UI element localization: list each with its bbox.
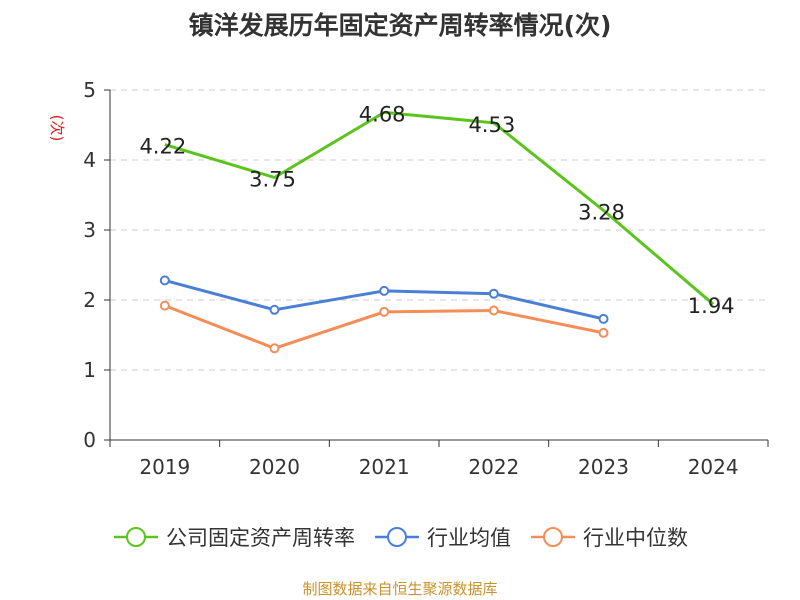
legend-label: 公司固定资产周转率 — [166, 526, 355, 550]
y-axis-label: (次) — [48, 115, 66, 142]
data-point-2 — [159, 300, 170, 311]
x-tick-label: 2021 — [359, 455, 410, 479]
x-tick-label: 2023 — [578, 455, 629, 479]
legend-label: 行业均值 — [427, 526, 511, 550]
source-note: 制图数据来自恒生聚源数据库 — [302, 580, 498, 598]
series-line-0 — [164, 110, 715, 306]
data-point-1 — [159, 275, 170, 286]
legend-label: 行业中位数 — [583, 526, 688, 550]
y-tick-label: 2 — [83, 288, 96, 312]
data-label: 3.28 — [578, 200, 625, 224]
data-point-2 — [379, 306, 390, 317]
data-label: 4.22 — [139, 135, 186, 159]
y-tick-label: 5 — [83, 78, 96, 102]
y-tick-label: 1 — [83, 358, 96, 382]
data-point-2 — [488, 305, 499, 316]
y-tick-label: 0 — [83, 428, 96, 452]
legend-marker-2 — [543, 527, 563, 547]
data-point-2 — [269, 343, 280, 354]
data-point-1 — [598, 313, 609, 324]
x-tick-label: 2019 — [139, 455, 190, 479]
chart-title: 镇洋发展历年固定资产周转率情况(次) — [188, 11, 612, 40]
data-point-2 — [598, 327, 609, 338]
y-tick-label: 3 — [83, 218, 96, 242]
data-label: 4.53 — [468, 113, 515, 137]
y-tick-label: 4 — [83, 148, 96, 172]
x-tick-label: 2024 — [688, 455, 739, 479]
data-point-1 — [379, 285, 390, 296]
x-tick-label: 2020 — [249, 455, 300, 479]
data-point-1 — [488, 288, 499, 299]
legend-marker-0 — [126, 527, 146, 547]
data-label: 4.68 — [359, 102, 406, 126]
data-point-1 — [269, 304, 280, 315]
data-label: 3.75 — [249, 168, 296, 192]
data-label: 1.94 — [688, 294, 735, 318]
x-tick-label: 2022 — [468, 455, 519, 479]
legend-marker-1 — [387, 527, 407, 547]
